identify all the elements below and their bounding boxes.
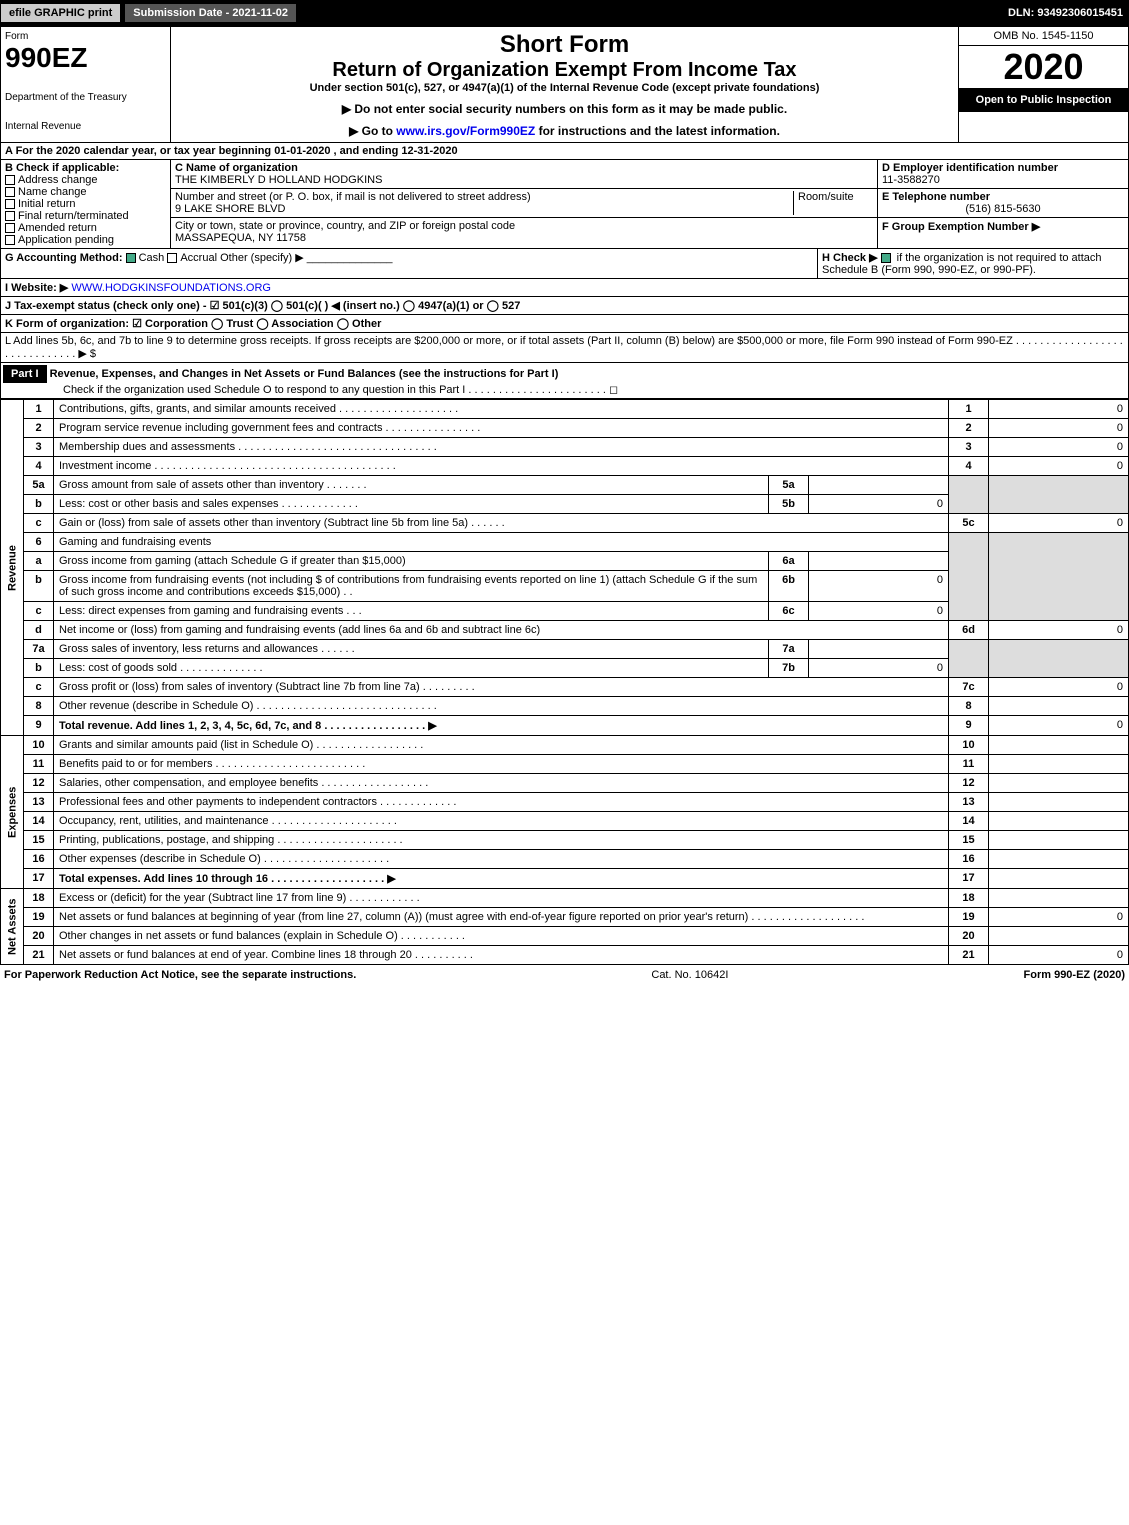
expenses-label: Expenses bbox=[1, 736, 24, 889]
title-under-section: Under section 501(c), 527, or 4947(a)(1)… bbox=[175, 82, 954, 94]
submission-date: Submission Date - 2021-11-02 bbox=[125, 4, 296, 22]
cb-amended[interactable]: Amended return bbox=[5, 222, 166, 234]
org-name: THE KIMBERLY D HOLLAND HODGKINS bbox=[175, 174, 873, 186]
header-left: Form 990EZ Department of the Treasury In… bbox=[1, 27, 171, 142]
footer-cat: Cat. No. 10642I bbox=[651, 969, 728, 981]
cb-pending[interactable]: Application pending bbox=[5, 234, 166, 246]
dept-treasury: Department of the Treasury bbox=[5, 92, 166, 103]
open-public: Open to Public Inspection bbox=[959, 88, 1128, 112]
box-c: C Name of organization THE KIMBERLY D HO… bbox=[171, 160, 878, 248]
cb-cash[interactable] bbox=[126, 253, 136, 263]
irs-link[interactable]: www.irs.gov/Form990EZ bbox=[396, 124, 535, 138]
line-g-h: G Accounting Method: Cash Accrual Other … bbox=[0, 249, 1129, 279]
tax-year: 2020 bbox=[959, 46, 1128, 88]
header-mid: Short Form Return of Organization Exempt… bbox=[171, 27, 958, 142]
top-bar: efile GRAPHIC print Submission Date - 20… bbox=[0, 0, 1129, 26]
footer: For Paperwork Reduction Act Notice, see … bbox=[0, 965, 1129, 985]
box-def: D Employer identification number 11-3588… bbox=[878, 160, 1128, 248]
org-city: MASSAPEQUA, NY 11758 bbox=[175, 232, 873, 244]
cb-accrual[interactable] bbox=[167, 253, 177, 263]
form-number: 990EZ bbox=[5, 42, 166, 74]
line-j: J Tax-exempt status (check only one) - ☑… bbox=[0, 297, 1129, 315]
title-goto: ▶ Go to www.irs.gov/Form990EZ for instru… bbox=[175, 124, 954, 138]
line-a: A For the 2020 calendar year, or tax yea… bbox=[0, 143, 1129, 160]
footer-form: Form 990-EZ (2020) bbox=[1024, 969, 1125, 981]
cb-address[interactable]: Address change bbox=[5, 174, 166, 186]
net-assets-label: Net Assets bbox=[1, 889, 24, 965]
group-exemption: F Group Exemption Number ▶ bbox=[882, 220, 1124, 233]
title-no-ssn: ▶ Do not enter social security numbers o… bbox=[175, 102, 954, 116]
dln: DLN: 93492306015451 bbox=[1008, 7, 1129, 19]
org-address: 9 LAKE SHORE BLVD bbox=[175, 203, 793, 215]
title-return: Return of Organization Exempt From Incom… bbox=[175, 59, 954, 82]
form-header: Form 990EZ Department of the Treasury In… bbox=[0, 26, 1129, 143]
cb-initial[interactable]: Initial return bbox=[5, 198, 166, 210]
telephone: (516) 815-5630 bbox=[882, 203, 1124, 215]
cb-schedule-b[interactable] bbox=[881, 253, 891, 263]
dept-irs: Internal Revenue bbox=[5, 121, 166, 132]
part1-header: Part I Revenue, Expenses, and Changes in… bbox=[0, 363, 1129, 399]
line-i: I Website: ▶ WWW.HODGKINSFOUNDATIONS.ORG bbox=[0, 279, 1129, 297]
revenue-label: Revenue bbox=[1, 400, 24, 736]
cb-final[interactable]: Final return/terminated bbox=[5, 210, 166, 222]
info-block: B Check if applicable: Address change Na… bbox=[0, 160, 1129, 249]
header-right: OMB No. 1545-1150 2020 Open to Public In… bbox=[958, 27, 1128, 142]
title-short-form: Short Form bbox=[175, 31, 954, 59]
form-word: Form bbox=[5, 31, 166, 42]
website-link[interactable]: WWW.HODGKINSFOUNDATIONS.ORG bbox=[71, 282, 271, 294]
line-l: L Add lines 5b, 6c, and 7b to line 9 to … bbox=[0, 333, 1129, 363]
lines-table: Revenue 1Contributions, gifts, grants, a… bbox=[0, 399, 1129, 965]
efile-print-button[interactable]: efile GRAPHIC print bbox=[0, 3, 121, 23]
box-b: B Check if applicable: Address change Na… bbox=[1, 160, 171, 248]
line-k: K Form of organization: ☑ Corporation ◯ … bbox=[0, 315, 1129, 333]
cb-name[interactable]: Name change bbox=[5, 186, 166, 198]
omb-number: OMB No. 1545-1150 bbox=[959, 27, 1128, 46]
ein: 11-3588270 bbox=[882, 174, 1124, 186]
footer-left: For Paperwork Reduction Act Notice, see … bbox=[4, 969, 356, 981]
